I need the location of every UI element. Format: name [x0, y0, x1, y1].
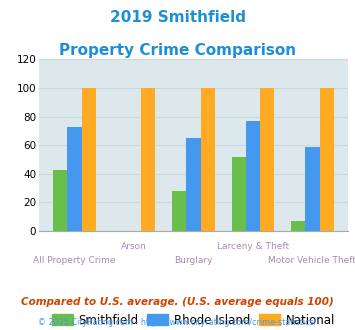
Bar — [53, 170, 67, 231]
Text: 2019 Smithfield: 2019 Smithfield — [109, 10, 246, 25]
Text: Arson: Arson — [121, 242, 147, 251]
Bar — [246, 121, 260, 231]
Text: Motor Vehicle Theft: Motor Vehicle Theft — [268, 256, 355, 265]
Bar — [82, 88, 96, 231]
Text: All Property Crime: All Property Crime — [33, 256, 116, 265]
Legend: Smithfield, Rhode Island, National: Smithfield, Rhode Island, National — [47, 309, 340, 330]
Bar — [186, 138, 201, 231]
Bar — [67, 127, 82, 231]
Bar — [231, 157, 246, 231]
Text: © 2025 CityRating.com - https://www.cityrating.com/crime-statistics/: © 2025 CityRating.com - https://www.city… — [38, 318, 317, 327]
Text: Compared to U.S. average. (U.S. average equals 100): Compared to U.S. average. (U.S. average … — [21, 297, 334, 307]
Bar — [305, 147, 320, 231]
Text: Larceny & Theft: Larceny & Theft — [217, 242, 289, 251]
Bar — [141, 88, 155, 231]
Text: Property Crime Comparison: Property Crime Comparison — [59, 43, 296, 58]
Bar — [172, 191, 186, 231]
Bar — [260, 88, 274, 231]
Text: Burglary: Burglary — [174, 256, 213, 265]
Bar — [291, 221, 305, 231]
Bar — [320, 88, 334, 231]
Bar — [201, 88, 215, 231]
